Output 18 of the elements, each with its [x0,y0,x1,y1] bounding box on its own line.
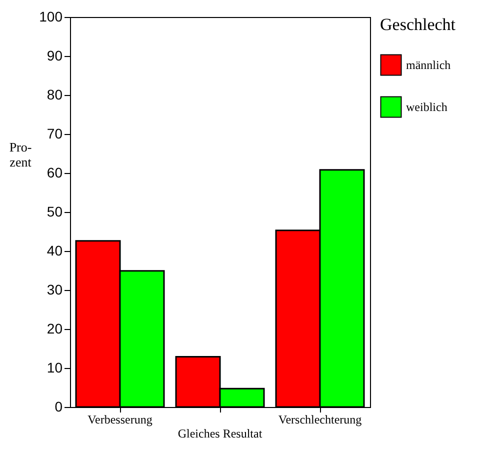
legend-label: weiblich [406,100,448,114]
y-tick-label: 80 [46,86,63,102]
y-tick-label: 60 [46,164,63,180]
legend-title: Geschlecht [380,15,456,34]
y-tick-label: 30 [46,282,63,298]
y-tick-label: 40 [46,242,63,258]
x-tick-label: Gleiches Resultat [178,426,263,440]
x-tick-label: Verschlechterung [278,412,362,426]
y-tick-label: 50 [46,204,63,220]
y-tick-label: 100 [39,8,63,24]
y-axis-title: Pro- zent [9,140,32,170]
y-tick-label: 0 [54,398,63,414]
y-tick-label: 10 [46,360,63,376]
y-tick-label: 20 [46,320,63,336]
y-tick-label: 90 [46,48,63,64]
x-tick-label: Verbesserung [88,412,152,426]
y-tick-label: 70 [46,126,63,142]
legend-label: männlich [406,58,451,72]
